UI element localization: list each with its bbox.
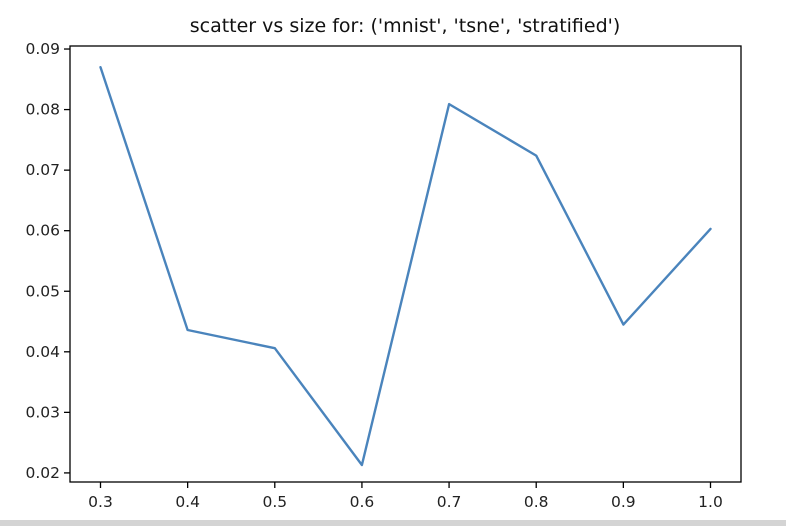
- y-tick-label: 0.07: [25, 161, 60, 179]
- x-tick-label: 0.7: [437, 493, 462, 511]
- y-tick-label: 0.04: [25, 343, 60, 361]
- x-tick-label: 0.9: [611, 493, 636, 511]
- y-tick-label: 0.02: [25, 464, 60, 482]
- x-tick-label: 0.8: [524, 493, 549, 511]
- y-tick-label: 0.09: [25, 40, 60, 58]
- bottom-scroll-edge: [0, 520, 786, 526]
- y-tick-label: 0.05: [25, 282, 60, 300]
- x-tick-label: 1.0: [698, 493, 723, 511]
- plot-frame: [69, 45, 742, 483]
- y-tick-label: 0.06: [25, 222, 60, 240]
- y-tick-label: 0.03: [25, 403, 60, 421]
- series-line: [99, 66, 712, 467]
- y-tick-label: 0.08: [25, 101, 60, 119]
- x-tick-label: 0.4: [175, 493, 200, 511]
- x-tick-label: 0.6: [350, 493, 375, 511]
- y-axis: 0.02 0.03 0.04 0.05 0.06 0.07 0.08 0.09: [25, 40, 70, 482]
- x-tick-label: 0.3: [88, 493, 113, 511]
- x-tick-label: 0.5: [262, 493, 287, 511]
- chart-title: scatter vs size for: ('mnist', 'tsne', '…: [190, 15, 621, 37]
- x-axis: 0.3 0.4 0.5 0.6 0.7 0.8 0.9 1.0: [88, 482, 723, 511]
